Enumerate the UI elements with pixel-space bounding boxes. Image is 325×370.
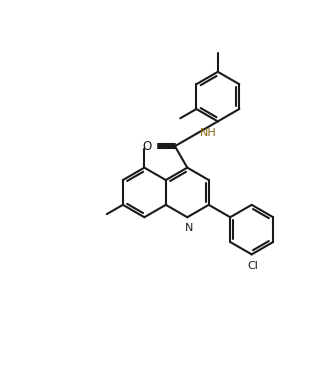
Text: N: N bbox=[185, 223, 193, 233]
Text: O: O bbox=[143, 140, 152, 153]
Text: NH: NH bbox=[200, 128, 217, 138]
Text: Cl: Cl bbox=[247, 260, 258, 270]
